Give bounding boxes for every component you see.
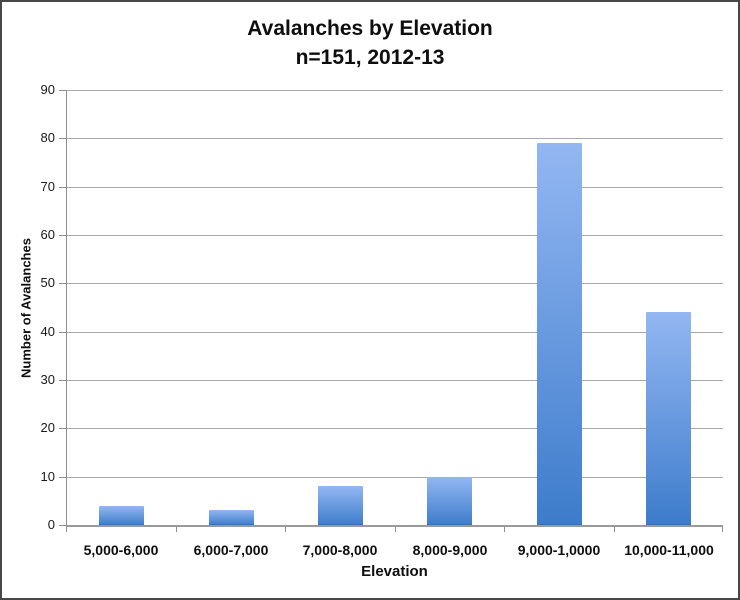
y-tick-mark	[59, 380, 66, 381]
x-tick-mark	[722, 527, 723, 532]
y-tick-mark	[59, 283, 66, 284]
bar-8,000-9,000	[427, 477, 472, 525]
x-tick-label: 10,000-11,000	[624, 542, 714, 558]
gridline-60	[67, 235, 723, 236]
x-axis-title: Elevation	[361, 563, 428, 580]
y-tick-label: 0	[47, 517, 55, 532]
x-tick-mark	[614, 527, 615, 532]
gridline-30	[67, 380, 723, 381]
gridline-20	[67, 428, 723, 429]
y-tick-label: 60	[40, 227, 55, 242]
y-axis-title: Number of Avalanches	[18, 238, 34, 378]
y-tick-mark	[59, 138, 66, 139]
y-tick-label: 70	[40, 179, 55, 194]
x-tick-mark	[395, 527, 396, 532]
x-tick-label: 9,000-1,0000	[517, 542, 601, 558]
chart-title: Avalanches by Elevation	[247, 17, 493, 40]
x-tick-mark	[176, 527, 177, 532]
x-tick-mark	[66, 527, 67, 532]
bar-9,000-1,0000	[537, 143, 582, 525]
gridline-90	[67, 90, 723, 91]
x-tick-label: 8,000-9,000	[412, 542, 488, 558]
plot-area	[66, 90, 723, 527]
bar-5,000-6,000	[99, 506, 144, 525]
x-tick-mark	[285, 527, 286, 532]
y-tick-label: 50	[40, 275, 55, 290]
chart-title-block: Avalanches by Elevation n=151, 2012-13	[2, 14, 738, 72]
y-tick-label: 10	[40, 469, 55, 484]
y-tick-mark	[59, 477, 66, 478]
y-tick-mark	[59, 428, 66, 429]
x-tick-mark	[504, 527, 505, 532]
y-tick-label: 80	[40, 130, 55, 145]
gridline-10	[67, 477, 723, 478]
gridline-80	[67, 138, 723, 139]
y-tick-label: 30	[40, 372, 55, 387]
y-tick-mark	[59, 187, 66, 188]
gridline-70	[67, 187, 723, 188]
y-tick-label: 40	[40, 324, 55, 339]
x-tick-label: 5,000-6,000	[83, 542, 159, 558]
y-tick-mark	[59, 525, 66, 526]
x-tick-label: 7,000-8,000	[302, 542, 378, 558]
y-tick-mark	[59, 332, 66, 333]
x-tick-label: 6,000-7,000	[193, 542, 269, 558]
gridline-50	[67, 283, 723, 284]
bar-6,000-7,000	[209, 510, 254, 525]
gridline-40	[67, 332, 723, 333]
y-tick-mark	[59, 90, 66, 91]
chart-subtitle: n=151, 2012-13	[295, 46, 445, 69]
y-tick-mark	[59, 235, 66, 236]
y-tick-label: 90	[40, 82, 55, 97]
bar-7,000-8,000	[318, 486, 363, 525]
y-tick-label: 20	[40, 420, 55, 435]
bar-10,000-11,000	[646, 312, 691, 525]
